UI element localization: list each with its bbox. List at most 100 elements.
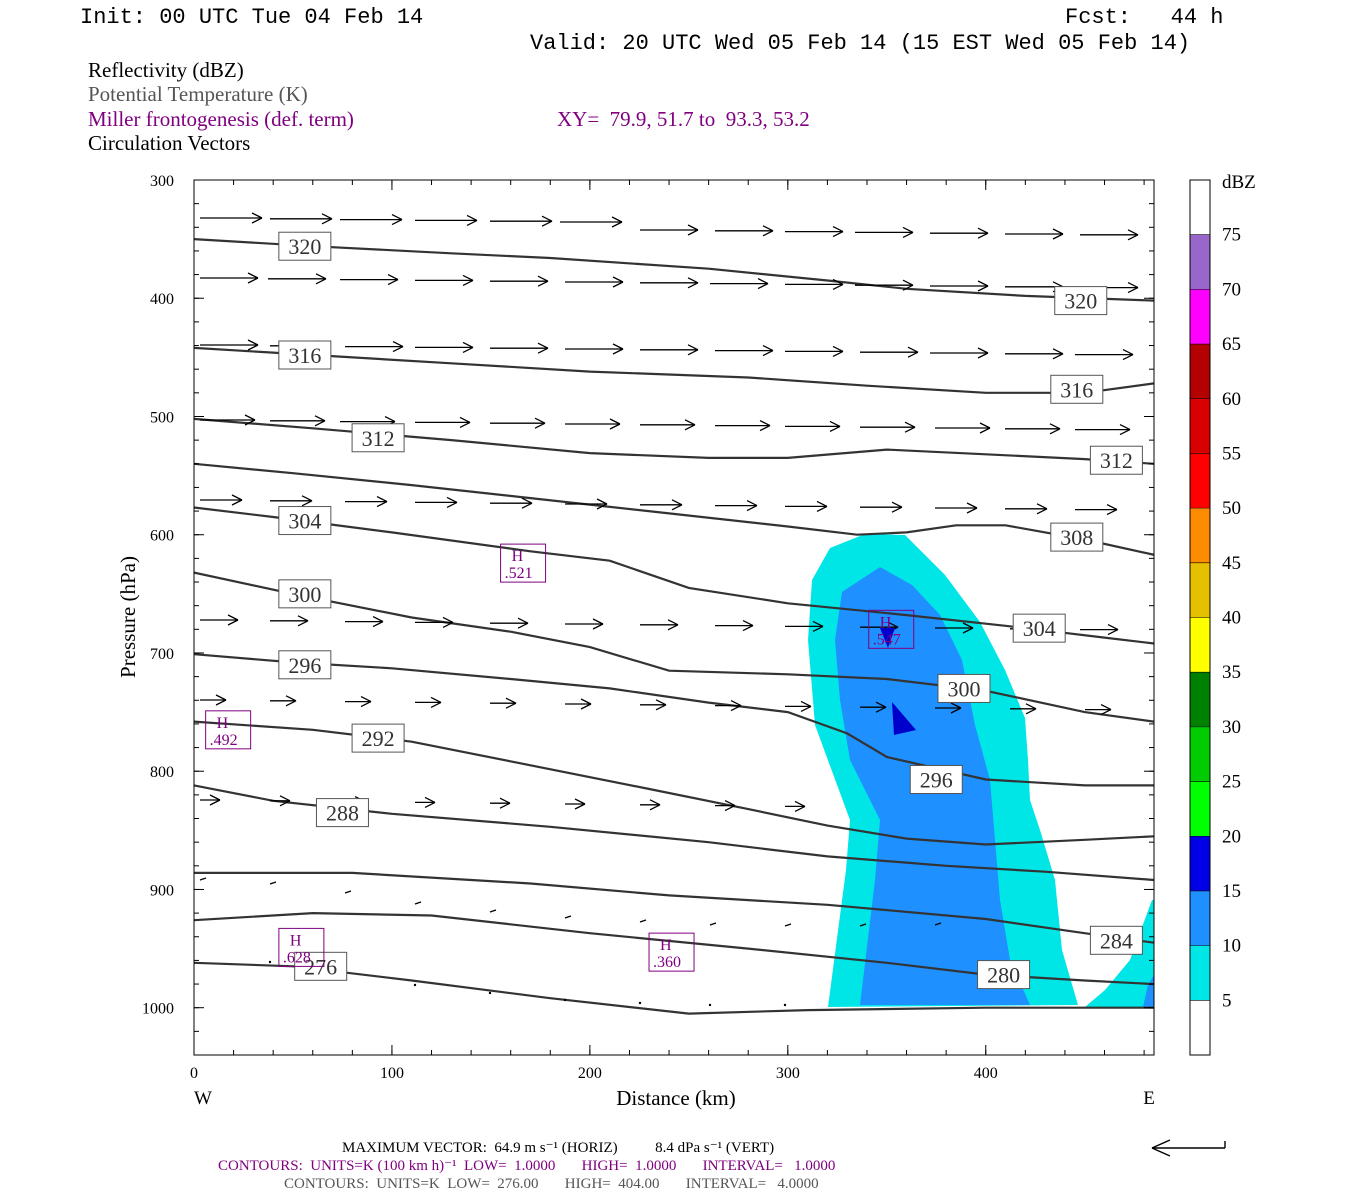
vector-arrow <box>199 877 207 881</box>
y-tick-label: 600 <box>150 528 174 545</box>
svg-text:304: 304 <box>288 509 321 534</box>
vector-arrow <box>785 800 806 812</box>
colorbar-swatch <box>1190 289 1210 345</box>
frontogenesis-max-letter: H <box>512 548 524 565</box>
vector-arrow <box>639 919 647 923</box>
east-label: E <box>1143 1088 1155 1109</box>
vector-arrow <box>785 500 828 512</box>
vector-arrow <box>415 274 474 286</box>
colorbar-tick-label: 25 <box>1222 772 1241 793</box>
vector-arrow <box>269 881 277 885</box>
y-tick-label: 900 <box>150 882 174 899</box>
svg-text:296: 296 <box>288 653 321 678</box>
frontogenesis-max-2: H.492 <box>205 710 252 750</box>
vector-arrow <box>490 215 553 227</box>
frontogenesis-max-letter: H <box>217 715 229 732</box>
vector-arrow <box>855 226 914 238</box>
vector-arrow <box>1075 504 1118 516</box>
x-axis-label: Distance (km) <box>616 1086 736 1110</box>
colorbar-tick-label: 55 <box>1222 443 1241 464</box>
svg-text:280: 280 <box>987 963 1020 988</box>
colorbar-swatch <box>1190 1000 1210 1055</box>
theta-contour-288 <box>194 784 1154 882</box>
vector-arrow <box>860 346 919 358</box>
vector-arrow <box>930 227 989 239</box>
svg-text:288: 288 <box>326 801 359 826</box>
y-tick-label: 300 <box>150 173 174 190</box>
vector-arrow <box>785 620 824 632</box>
colorbar-tick-label: 65 <box>1222 334 1241 355</box>
vector-arrow <box>415 214 478 226</box>
vector-arrow <box>1005 348 1064 360</box>
vector-arrow <box>715 800 736 812</box>
colorbar-tick-label: 70 <box>1222 279 1241 300</box>
vector-arrow <box>785 226 844 238</box>
colorbar-swatch <box>1190 726 1210 782</box>
vector-arrow <box>1005 423 1061 435</box>
vector-arrow <box>640 619 679 631</box>
vector-arrow <box>565 276 624 288</box>
vector-arrow <box>935 702 962 714</box>
colorbar-swatch <box>1190 836 1210 891</box>
frontogenesis-max-3: H.628 <box>278 927 325 967</box>
vector-arrow <box>415 696 442 708</box>
frontogenesis-max-4: H.360 <box>648 932 695 972</box>
vector-arrow <box>785 420 841 432</box>
vector-arrow <box>640 344 699 356</box>
vector-arrow <box>200 272 259 284</box>
svg-text:300: 300 <box>947 676 980 701</box>
vector-arrow <box>640 699 667 711</box>
vector-arrow <box>415 796 436 808</box>
vector-arrow <box>785 278 844 290</box>
vector-arrow <box>490 497 533 509</box>
colorbar-tick-label: 20 <box>1222 826 1241 847</box>
vector-arrow <box>860 501 903 513</box>
frontogenesis-max-value: .492 <box>210 732 238 749</box>
vector-arrow <box>640 277 699 289</box>
colorbar-unit: dBZ <box>1222 172 1256 193</box>
svg-text:312: 312 <box>362 426 395 451</box>
svg-text:284: 284 <box>1100 928 1133 953</box>
colorbar-tick-label: 10 <box>1222 936 1241 957</box>
theta-contour-300 <box>194 571 1154 723</box>
x-tick-label: 300 <box>776 1065 800 1082</box>
vector-arrow <box>640 799 661 811</box>
colorbar-swatch <box>1190 344 1210 399</box>
theta-contour-label-300: 300 <box>278 579 332 609</box>
colorbar-tick-label: 50 <box>1222 498 1241 519</box>
vector-dot <box>413 983 417 987</box>
colorbar-swatch <box>1190 180 1210 235</box>
colorbar-tick-label: 40 <box>1222 608 1241 629</box>
vector-arrow <box>1080 624 1119 636</box>
west-label: W <box>194 1088 212 1109</box>
x-tick-label: 100 <box>380 1065 404 1082</box>
theta-contour-label-296: 296 <box>278 650 332 680</box>
vector-arrow <box>490 275 549 287</box>
vector-arrow <box>270 213 333 225</box>
theta-contour-label-296: 296 <box>909 764 963 794</box>
plot-frame <box>193 179 1155 1056</box>
svg-text:292: 292 <box>362 726 395 751</box>
vector-arrow <box>930 347 989 359</box>
vector-arrow <box>715 225 774 237</box>
vector-arrow <box>1080 229 1139 241</box>
colorbar-tick-label: 15 <box>1222 881 1241 902</box>
vector-arrow <box>415 496 458 508</box>
vector-arrow <box>560 216 623 228</box>
frontogenesis-max-value: .628 <box>283 949 311 966</box>
vector-arrow <box>340 274 399 286</box>
x-tick-label: 200 <box>578 1065 602 1082</box>
x-tick-label: 400 <box>974 1065 998 1082</box>
theta-contour-label-288: 288 <box>315 798 369 828</box>
vector-arrow <box>344 890 352 894</box>
y-axis-ticks: 300 400 500 600 700 800 900 1000 <box>142 173 1154 1056</box>
vector-arrow <box>715 620 754 632</box>
vector-dot <box>638 1001 642 1005</box>
frontogenesis-max-0: H.521 <box>500 543 547 583</box>
vector-arrow <box>270 415 326 427</box>
theta-contour-label-304: 304 <box>1012 613 1066 643</box>
vector-arrow <box>1075 424 1131 436</box>
theta-contour-label-320: 320 <box>278 231 332 261</box>
